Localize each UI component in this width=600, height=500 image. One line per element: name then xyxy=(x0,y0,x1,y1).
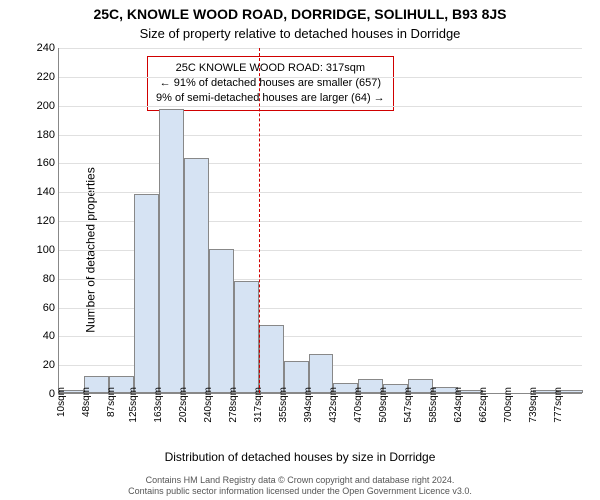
x-tick-label: 624sqm xyxy=(453,387,464,423)
y-tick-label: 80 xyxy=(43,273,59,285)
x-tick-label: 10sqm xyxy=(56,387,67,417)
plot-area: 25C KNOWLE WOOD ROAD: 317sqm ← 91% of de… xyxy=(58,48,582,394)
y-tick-label: 60 xyxy=(43,302,59,314)
x-tick-label: 202sqm xyxy=(178,387,189,423)
gridline xyxy=(59,135,582,136)
histogram-bar xyxy=(234,281,259,393)
x-tick-label: 585sqm xyxy=(428,387,439,423)
y-tick-label: 140 xyxy=(37,186,59,198)
histogram-bar xyxy=(209,249,234,393)
reference-line xyxy=(259,48,260,393)
legend-line-2: ← 91% of detached houses are smaller (65… xyxy=(156,76,385,91)
x-axis-label: Distribution of detached houses by size … xyxy=(0,450,600,464)
x-tick-label: 777sqm xyxy=(553,387,564,423)
x-tick-label: 240sqm xyxy=(203,387,214,423)
y-tick-label: 120 xyxy=(37,215,59,227)
x-tick-label: 125sqm xyxy=(129,387,140,423)
x-tick-label: 48sqm xyxy=(81,387,92,417)
x-tick-label: 662sqm xyxy=(478,387,489,423)
chart-footer: Contains HM Land Registry data © Crown c… xyxy=(0,475,600,498)
x-tick-label: 432sqm xyxy=(328,387,339,423)
chart-subtitle: Size of property relative to detached ho… xyxy=(0,26,600,41)
histogram-bar xyxy=(184,158,209,393)
y-tick-label: 160 xyxy=(37,157,59,169)
x-tick-label: 509sqm xyxy=(378,387,389,423)
x-tick-label: 278sqm xyxy=(228,387,239,423)
y-tick-label: 20 xyxy=(43,359,59,371)
gridline xyxy=(59,163,582,164)
property-size-histogram: 25C, KNOWLE WOOD ROAD, DORRIDGE, SOLIHUL… xyxy=(0,0,600,500)
x-tick-label: 470sqm xyxy=(353,387,364,423)
y-tick-label: 220 xyxy=(37,71,59,83)
y-tick-label: 180 xyxy=(37,129,59,141)
y-tick-label: 100 xyxy=(37,244,59,256)
y-tick-label: 240 xyxy=(37,42,59,54)
x-tick-label: 355sqm xyxy=(278,387,289,423)
histogram-bar xyxy=(259,325,284,393)
gridline xyxy=(59,192,582,193)
x-tick-label: 739sqm xyxy=(528,387,539,423)
legend-line-1: 25C KNOWLE WOOD ROAD: 317sqm xyxy=(156,61,385,76)
x-tick-label: 87sqm xyxy=(106,387,117,417)
gridline xyxy=(59,77,582,78)
histogram-bar xyxy=(134,194,159,393)
footer-line-2: Contains public sector information licen… xyxy=(0,486,600,498)
legend-line-3: 9% of semi-detached houses are larger (6… xyxy=(156,91,385,106)
x-tick-label: 700sqm xyxy=(503,387,514,423)
y-tick-label: 40 xyxy=(43,330,59,342)
marker-legend: 25C KNOWLE WOOD ROAD: 317sqm ← 91% of de… xyxy=(147,56,394,111)
y-tick-label: 200 xyxy=(37,100,59,112)
x-tick-label: 163sqm xyxy=(153,387,164,423)
gridline xyxy=(59,106,582,107)
x-tick-label: 547sqm xyxy=(403,387,414,423)
histogram-bar xyxy=(159,109,184,393)
x-tick-label: 394sqm xyxy=(303,387,314,423)
chart-title: 25C, KNOWLE WOOD ROAD, DORRIDGE, SOLIHUL… xyxy=(0,6,600,22)
footer-line-1: Contains HM Land Registry data © Crown c… xyxy=(0,475,600,487)
gridline xyxy=(59,48,582,49)
